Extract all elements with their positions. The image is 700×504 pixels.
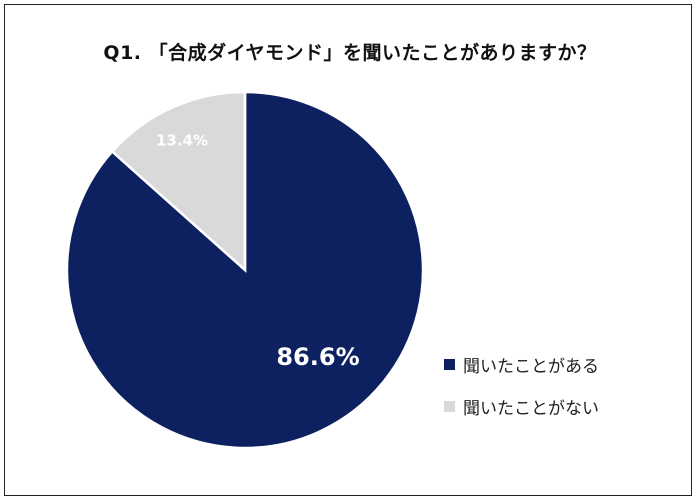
legend-label-heard: 聞いたことがある <box>463 356 599 377</box>
legend: 聞いたことがある 聞いたことがない <box>444 353 599 437</box>
data-label-not-heard: 13.4% <box>156 132 208 150</box>
legend-swatch-not-heard <box>444 400 455 412</box>
legend-swatch-heard <box>444 358 455 370</box>
pie-slice-not-heard <box>110 90 247 273</box>
data-label-heard: 86.6% <box>276 343 359 371</box>
legend-item-not-heard: 聞いたことがない <box>444 395 599 419</box>
chart-title: Q1. 「合成ダイヤモンド」を聞いたことがありますか？ <box>103 42 597 64</box>
legend-label-not-heard: 聞いたことがない <box>463 398 599 419</box>
legend-item-heard: 聞いたことがある <box>444 353 599 377</box>
